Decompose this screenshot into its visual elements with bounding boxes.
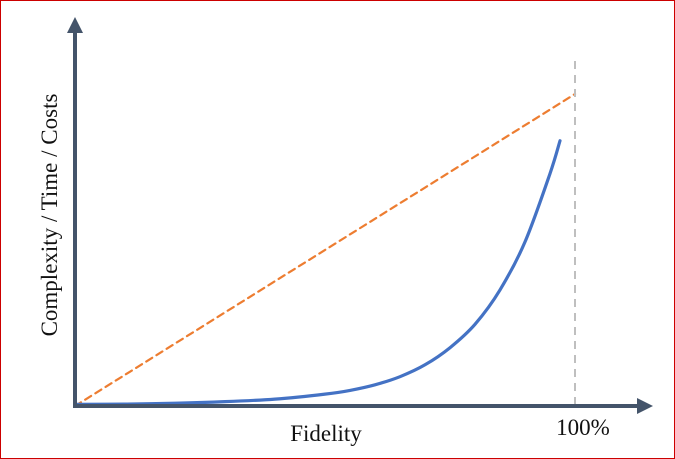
series-layer bbox=[73, 92, 577, 408]
linear-reference-line bbox=[73, 92, 577, 408]
y-axis-title: Complexity / Time / Costs bbox=[37, 94, 62, 337]
x-axis-arrow-icon bbox=[637, 398, 653, 414]
fidelity-cost-curve bbox=[73, 139, 562, 406]
y-axis-arrow-icon bbox=[67, 17, 83, 33]
x-axis-title: Fidelity bbox=[290, 421, 362, 446]
x-marker-label: 100% bbox=[556, 415, 610, 440]
